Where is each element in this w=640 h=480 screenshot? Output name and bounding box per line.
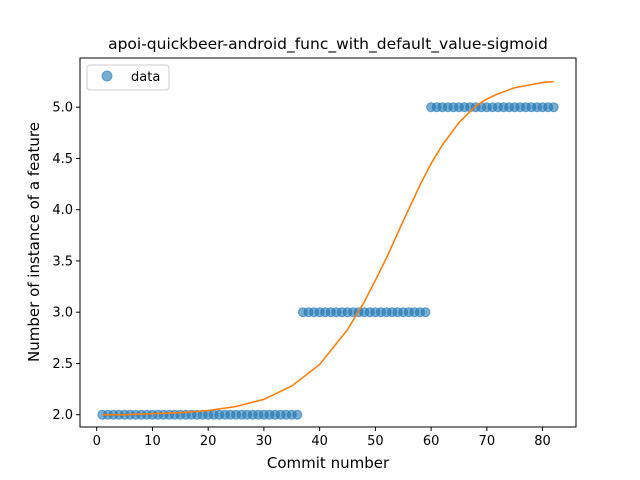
- x-tick-label: 40: [311, 434, 328, 449]
- data-point: [421, 308, 430, 317]
- x-tick-label: 10: [144, 434, 161, 449]
- x-tick-label: 70: [479, 434, 496, 449]
- y-tick-label: 3.5: [52, 254, 73, 269]
- y-tick-label: 2.5: [52, 357, 73, 372]
- x-tick-label: 50: [367, 434, 384, 449]
- chart-title: apoi-quickbeer-android_func_with_default…: [108, 35, 548, 54]
- legend-label-data: data: [131, 70, 160, 85]
- data-point: [293, 410, 302, 419]
- plot-area-frame: [80, 58, 576, 427]
- y-tick-label: 2.0: [52, 408, 73, 423]
- y-tick-label: 4.0: [52, 203, 73, 218]
- legend: data: [87, 65, 169, 90]
- y-tick-label: 5.0: [52, 101, 73, 116]
- x-tick-label: 20: [200, 434, 217, 449]
- x-tick-label: 0: [93, 434, 101, 449]
- data-point: [549, 103, 558, 112]
- legend-marker-data: [102, 71, 112, 81]
- y-axis-title: Number of instance of a feature: [25, 122, 43, 362]
- x-tick-label: 30: [256, 434, 273, 449]
- x-tick-label: 80: [534, 434, 551, 449]
- x-axis-title: Commit number: [267, 454, 390, 472]
- y-tick-label: 4.5: [52, 152, 73, 167]
- x-tick-label: 60: [423, 434, 440, 449]
- fit-line: [102, 82, 553, 415]
- y-tick-label: 3.0: [52, 306, 73, 321]
